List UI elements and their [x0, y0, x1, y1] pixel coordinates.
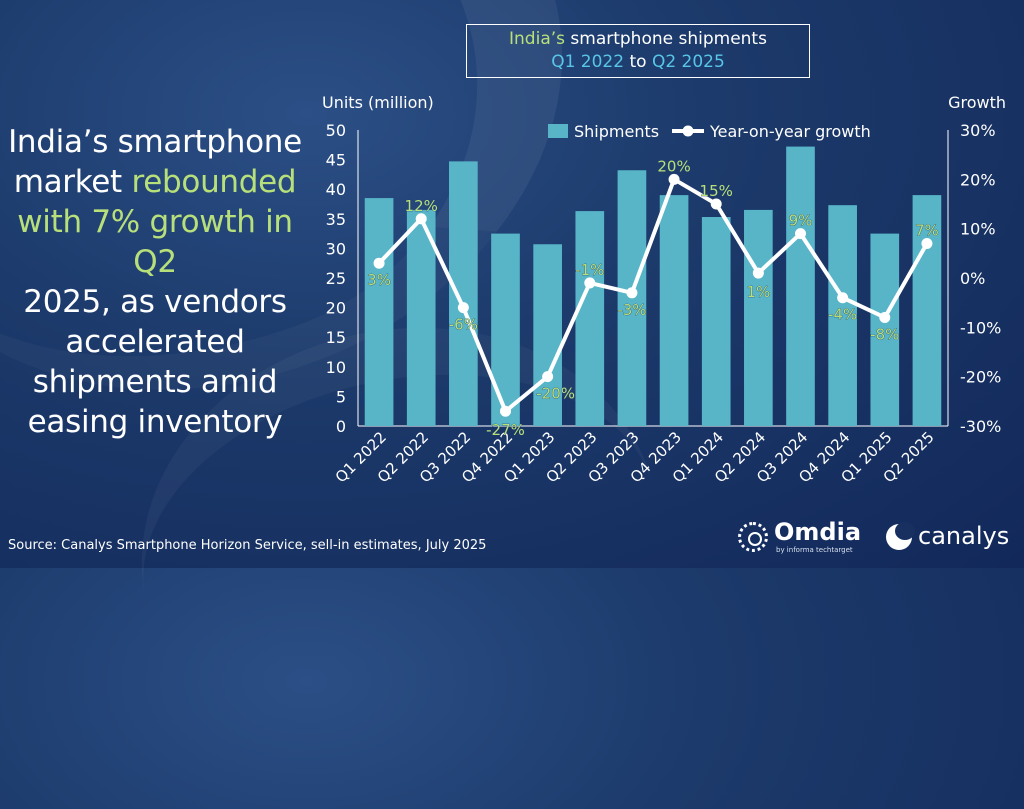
chart-canvas: 0 5 10 15 20 25 30 35 40 45 50 -30% -20% -10% 0% 10% 20%… — [322, 93, 1006, 440]
y-tick-label: 35 — [326, 210, 346, 229]
chart-title: smartphone shipments — [565, 29, 767, 49]
canalys-mark-icon — [886, 522, 915, 550]
headline-line: shipments amid — [32, 364, 278, 400]
source-note: Source: Canalys Smartphone Horizon Servi… — [8, 538, 487, 553]
y-tick-label: 50 — [326, 121, 346, 140]
growth-line — [377, 177, 929, 414]
growth-data-label: 7% — [915, 221, 939, 239]
legend-line-marker — [682, 125, 694, 137]
growth-point — [626, 287, 638, 299]
growth-point — [752, 267, 764, 279]
growth-point — [457, 302, 469, 314]
y2-tick-label: -10% — [960, 318, 1001, 337]
y-tick-label: 5 — [336, 387, 346, 406]
bar-shipments — [449, 161, 478, 426]
growth-point — [879, 311, 891, 323]
headline-line: India’s smartphone — [8, 124, 302, 160]
y-tick-label: 20 — [326, 299, 346, 318]
growth-data-label: -1% — [575, 261, 604, 279]
chart-period-start: Q1 2022 — [551, 52, 625, 72]
canalys-logo: canalys — [886, 520, 1016, 560]
headline-line: accelerated — [65, 324, 245, 360]
growth-point — [710, 198, 722, 210]
chart-period-to: to — [624, 52, 652, 72]
growth-point — [795, 228, 806, 240]
y2-tick-label: 20% — [960, 170, 996, 189]
headline-line: market — [13, 164, 132, 200]
growth-point — [415, 213, 427, 225]
growth-data-label: -6% — [449, 316, 478, 334]
growth-point — [373, 257, 385, 269]
growth-point — [584, 277, 596, 289]
headline-line: easing inventory — [27, 404, 283, 440]
growth-data-label: -4% — [828, 306, 857, 324]
bar-shipments — [701, 217, 731, 426]
legend-bar-swatch — [548, 124, 568, 138]
growth-data-label: 9% — [789, 212, 813, 230]
y2-tick-label: 30% — [960, 121, 996, 140]
omdia-wordmark: Omdia — [774, 518, 862, 546]
omdia-logo: Omdia by informa techtarget — [738, 518, 878, 560]
canalys-wordmark: canalys — [918, 522, 1010, 550]
headline: India’s smartphone market rebounded with… — [0, 122, 310, 442]
y-tick-label: 0 — [336, 417, 346, 436]
growth-point — [542, 371, 554, 383]
bar-shipments — [659, 195, 689, 426]
y-tick-label: 10 — [326, 358, 346, 377]
y-tick-label: 45 — [326, 151, 346, 170]
bar-shipments — [406, 209, 436, 426]
y-tick-label: 30 — [326, 239, 346, 258]
omdia-subtext: by informa techtarget — [776, 546, 853, 554]
growth-data-label: -3% — [617, 301, 646, 319]
y-axis-label: Units (million) — [322, 93, 434, 112]
y2-tick-label: 0% — [960, 269, 985, 288]
growth-data-label: -8% — [870, 325, 899, 343]
y-tick-label: 15 — [326, 328, 346, 347]
legend-label: Shipments — [574, 122, 659, 141]
y2-axis-label: Growth — [948, 93, 1006, 112]
chart-period-end: Q2 2025 — [651, 52, 725, 72]
y2-tick-label: 10% — [960, 220, 996, 239]
headline-highlight: with 7% growth in Q2 — [17, 204, 293, 280]
y-tick-label: 25 — [326, 269, 346, 288]
growth-data-label: 15% — [700, 182, 733, 200]
growth-data-label: 3% — [367, 271, 391, 289]
bar-shipments — [870, 233, 900, 426]
chart-title-green: India’s — [509, 29, 565, 49]
bar-shipments — [912, 195, 942, 426]
chart-title-box: India’s smartphone shipments Q1 2022 to … — [466, 24, 810, 78]
growth-data-label: 1% — [746, 283, 770, 301]
growth-point — [921, 237, 933, 249]
y2-tick-label: -20% — [960, 368, 1001, 387]
bar-shipments — [533, 244, 562, 426]
y-tick-label: 40 — [326, 180, 346, 199]
bar-shipments — [364, 198, 394, 426]
y2-tick-label: -30% — [960, 417, 1001, 436]
growth-point — [837, 292, 849, 304]
growth-data-label: 12% — [405, 197, 438, 215]
growth-data-label: -27% — [486, 421, 525, 439]
legend-label: Year-on-year growth — [709, 122, 871, 141]
omdia-ring-icon — [738, 522, 768, 552]
bar-shipments — [744, 209, 773, 426]
bar-shipments — [786, 146, 815, 427]
growth-point — [500, 405, 511, 417]
headline-line: 2025, as vendors — [23, 284, 287, 320]
growth-data-label: -20% — [536, 385, 575, 403]
growth-point — [668, 173, 680, 185]
bar-shipments — [828, 205, 857, 426]
bar-shipments — [491, 233, 520, 426]
growth-data-label: 20% — [657, 157, 690, 175]
bar-shipments — [575, 211, 605, 426]
headline-highlight: rebounded — [131, 164, 297, 200]
